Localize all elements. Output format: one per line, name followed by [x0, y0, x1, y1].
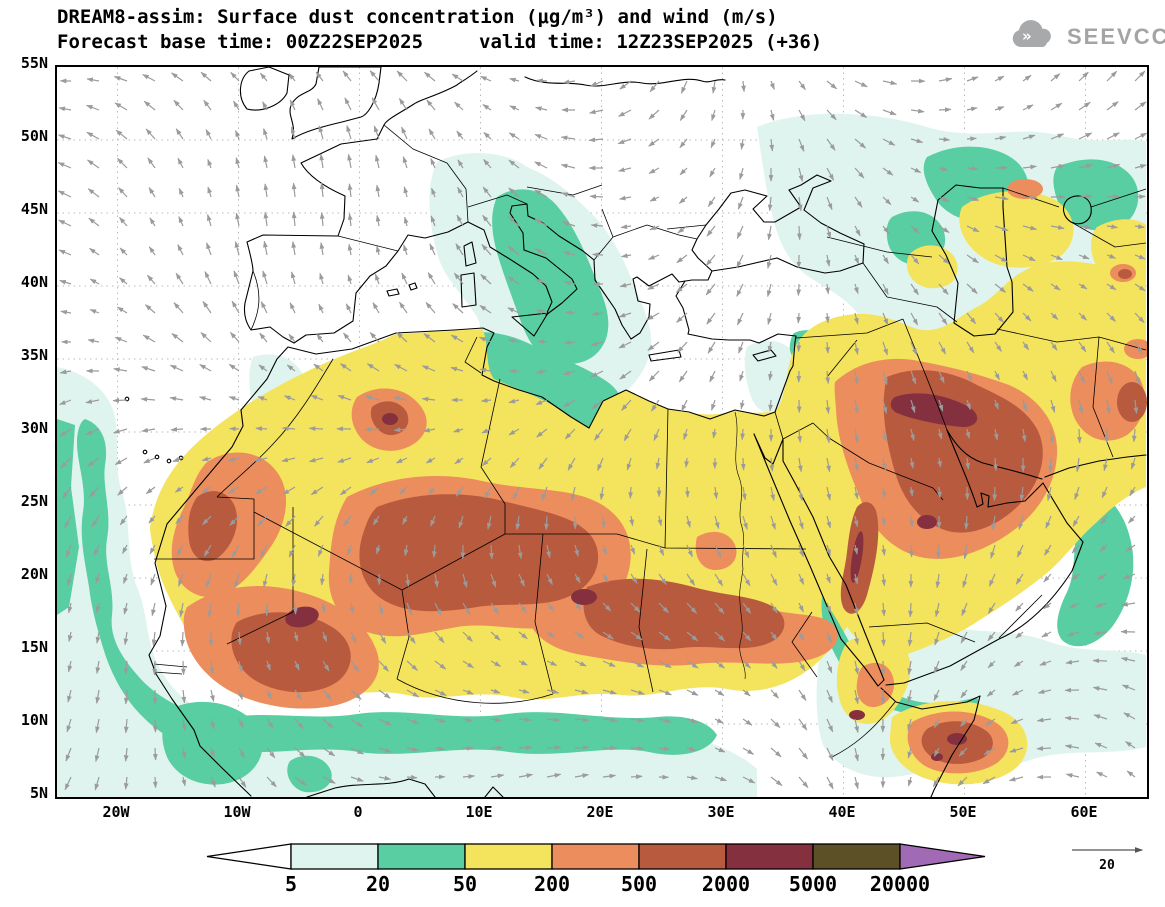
- lon-tick-label: 50E: [949, 803, 977, 821]
- colorbar-segment: [638, 843, 727, 870]
- lat-tick-label: 45N: [20, 200, 48, 218]
- lat-tick-label: 15N: [20, 638, 48, 656]
- colorbar-tick-label: 200: [533, 872, 571, 896]
- colorbar-segment: [551, 843, 640, 870]
- colorbar-segment: [464, 843, 553, 870]
- colorbar-tick-label: 20: [365, 872, 391, 896]
- map-frame: [55, 65, 1149, 799]
- colorbar-segment: [290, 843, 379, 870]
- lat-tick-label: 25N: [20, 492, 48, 510]
- lon-tick-label: 30E: [707, 803, 735, 821]
- colorbar-tick-label: 50: [452, 872, 478, 896]
- valid-time: valid time: 12Z23SEP2025 (+36): [479, 31, 823, 53]
- brand-logo: » SEEVCCC: [1008, 20, 1165, 54]
- lon-tick-label: 60E: [1070, 803, 1098, 821]
- colorbar-tick-label: 2000: [701, 872, 751, 896]
- wind-vector-field: [57, 70, 1147, 791]
- lon-tick-label: 0: [353, 803, 363, 821]
- lat-tick-label: 35N: [20, 346, 48, 364]
- colorbar-arrow-left: [206, 843, 292, 870]
- page-title: DREAM8-assim: Surface dust concentration…: [57, 6, 778, 28]
- lat-tick-label: 40N: [20, 273, 48, 291]
- colorbar-segment: [812, 843, 901, 870]
- page-subtitle: Forecast base time: 00Z22SEP2025 valid ti…: [57, 31, 822, 53]
- colorbar-tick-label: 500: [620, 872, 658, 896]
- country-borders: [153, 124, 1147, 758]
- lon-tick-label: 40E: [828, 803, 856, 821]
- nile-river: [734, 411, 746, 680]
- lat-tick-label: 50N: [20, 127, 48, 145]
- lon-tick-label: 10E: [465, 803, 493, 821]
- colorbar-tick-label: 20000: [869, 872, 931, 896]
- lon-tick-label: 10W: [223, 803, 251, 821]
- colorbar-arrow-right: [899, 843, 986, 870]
- forecast-base-time: Forecast base time: 00Z22SEP2025: [57, 31, 424, 53]
- colorbar-tick-label: 5000: [788, 872, 838, 896]
- wind-reference-label: 20: [1099, 858, 1115, 873]
- colorbar: [206, 843, 986, 870]
- logo-text: SEEVCCC: [1067, 24, 1165, 49]
- dust-map: [57, 67, 1147, 797]
- colorbar-segment: [377, 843, 466, 870]
- colorbar-tick-label: 5: [284, 872, 298, 896]
- lon-tick-label: 20W: [102, 803, 130, 821]
- lat-tick-label: 55N: [20, 54, 48, 72]
- lat-tick-label: 10N: [20, 711, 48, 729]
- lat-tick-label: 5N: [29, 784, 48, 802]
- coastlines: [124, 67, 1147, 797]
- colorbar-segment: [725, 843, 814, 870]
- cloud-icon: »: [1012, 20, 1051, 47]
- wind-reference-arrow: [1072, 847, 1144, 853]
- svg-text:»: »: [1022, 27, 1032, 45]
- lat-tick-label: 30N: [20, 419, 48, 437]
- lat-tick-label: 20N: [20, 565, 48, 583]
- lon-tick-label: 20E: [586, 803, 614, 821]
